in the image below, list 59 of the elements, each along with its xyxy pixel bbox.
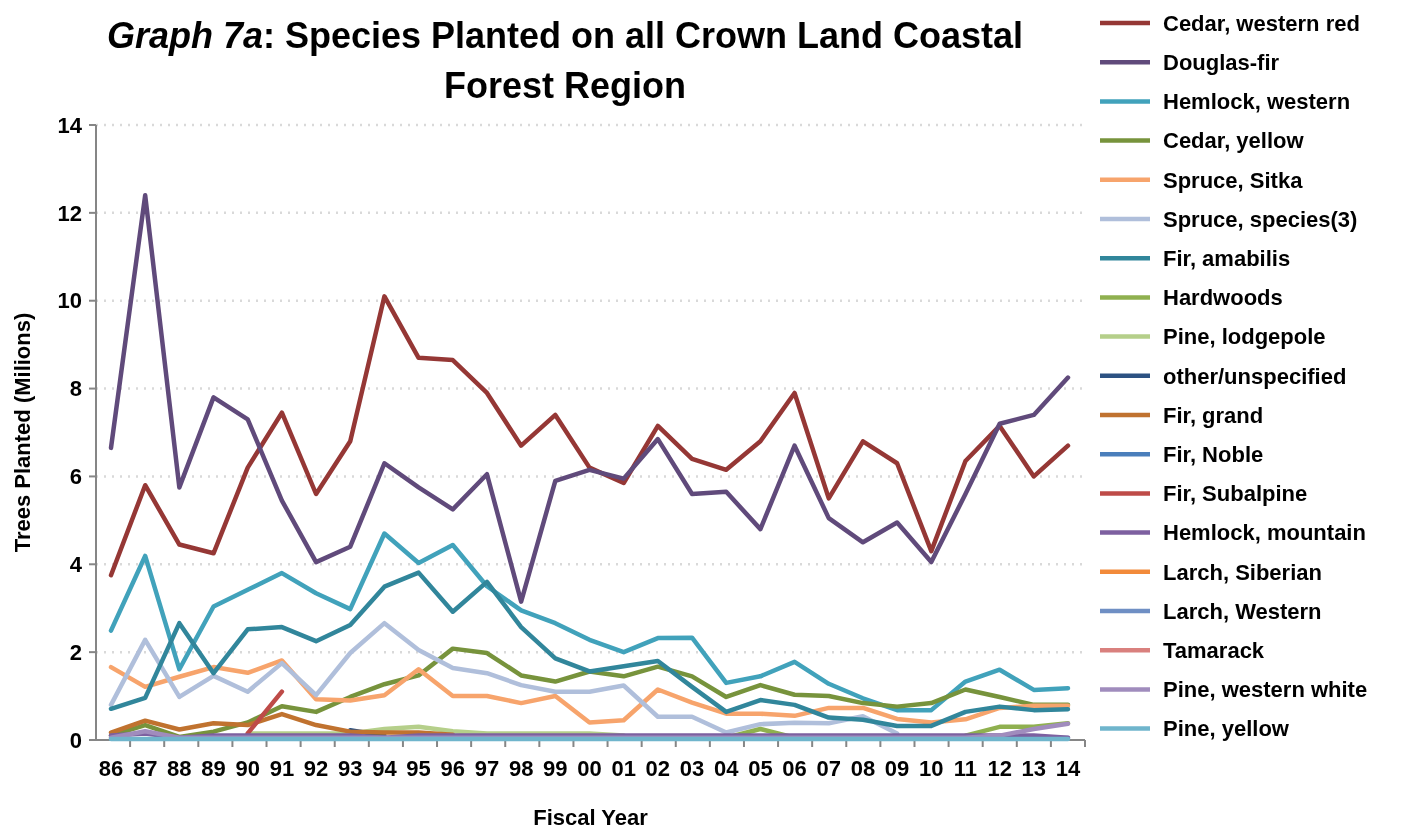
y-tick-label: 4 bbox=[69, 551, 83, 577]
legend-label: Fir, Noble bbox=[1163, 441, 1264, 467]
y-tick-label: 6 bbox=[69, 464, 82, 490]
legend-label: Pine, yellow bbox=[1163, 716, 1290, 742]
x-tick-label: 89 bbox=[201, 756, 226, 781]
x-tick-label: 02 bbox=[645, 756, 671, 781]
x-tick-label: 92 bbox=[303, 756, 329, 781]
legend-label: Fir, Subalpine bbox=[1163, 481, 1308, 507]
y-tick-label: 14 bbox=[57, 112, 83, 138]
x-tick-label: 12 bbox=[987, 756, 1012, 781]
x-tick-label: 13 bbox=[1021, 756, 1047, 781]
legend-label: Hemlock, western bbox=[1163, 89, 1351, 115]
x-axis-title: Fiscal Year bbox=[533, 805, 649, 830]
legend-label: Spruce, species(3) bbox=[1163, 206, 1358, 232]
x-tick-label: 95 bbox=[406, 756, 431, 781]
x-tick-label: 86 bbox=[98, 756, 124, 781]
legend-label: Larch, Siberian bbox=[1163, 559, 1322, 585]
chart-title: Graph 7a: Species Planted on all Crown Land Coastal Forest Region bbox=[106, 15, 1024, 106]
x-tick-label: 10 bbox=[919, 756, 944, 781]
x-tick-label: 08 bbox=[850, 756, 876, 781]
legend-label: Tamarack bbox=[1163, 637, 1265, 663]
x-tick-label: 99 bbox=[543, 756, 568, 781]
x-tick-label: 00 bbox=[577, 756, 602, 781]
x-tick-label: 97 bbox=[474, 756, 500, 781]
y-tick-label: 2 bbox=[69, 639, 82, 665]
x-tick-label: 91 bbox=[269, 756, 295, 781]
x-tick-label: 01 bbox=[611, 756, 636, 781]
x-tick-label: 03 bbox=[679, 756, 705, 781]
y-tick-label: 8 bbox=[69, 376, 82, 402]
x-tick-label: 90 bbox=[235, 756, 260, 781]
x-tick-label: 14 bbox=[1055, 756, 1081, 781]
legend-label: other/unspecified bbox=[1163, 363, 1347, 389]
legend-label: Pine, lodgepole bbox=[1163, 324, 1326, 350]
legend-label: Douglas-fir bbox=[1163, 49, 1280, 75]
x-tick-label: 09 bbox=[884, 756, 910, 781]
x-tick-label: 07 bbox=[816, 756, 841, 781]
x-tick-label: 06 bbox=[782, 756, 807, 781]
x-tick-label: 11 bbox=[953, 756, 978, 781]
x-tick-label: 04 bbox=[713, 756, 740, 781]
x-tick-label: 88 bbox=[167, 756, 192, 781]
legend-label: Cedar, western red bbox=[1163, 10, 1360, 36]
x-tick-label: 05 bbox=[748, 756, 773, 781]
x-tick-label: 93 bbox=[338, 756, 363, 781]
legend-label: Fir, amabilis bbox=[1163, 245, 1291, 271]
legend-label: Pine, western white bbox=[1163, 677, 1368, 703]
legend-label: Spruce, Sitka bbox=[1163, 167, 1304, 193]
y-tick-label: 12 bbox=[57, 200, 82, 226]
y-tick-label: 0 bbox=[69, 727, 82, 753]
legend-label: Larch, Western bbox=[1163, 598, 1322, 624]
x-tick-label: 96 bbox=[440, 756, 466, 781]
legend-label: Hardwoods bbox=[1163, 285, 1283, 311]
y-axis-title: Trees Planted (Milions) bbox=[10, 312, 35, 553]
y-tick-label: 10 bbox=[57, 288, 82, 314]
legend-label: Cedar, yellow bbox=[1163, 128, 1305, 154]
x-tick-label: 87 bbox=[132, 756, 158, 781]
x-tick-label: 94 bbox=[372, 756, 398, 781]
legend-label: Hemlock, mountain bbox=[1163, 520, 1366, 546]
legend-label: Fir, grand bbox=[1163, 402, 1264, 428]
x-tick-label: 98 bbox=[508, 756, 534, 781]
